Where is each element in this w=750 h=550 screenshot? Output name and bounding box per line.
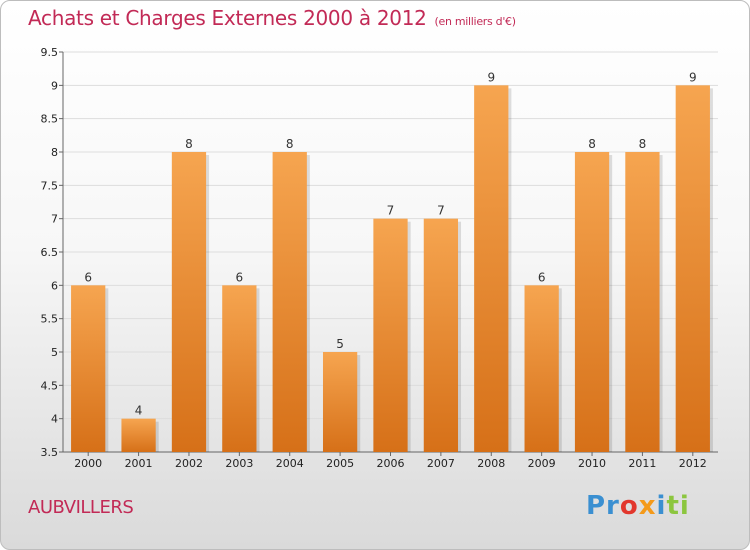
x-tick-label: 2005 <box>326 457 354 470</box>
bar <box>675 85 710 452</box>
bar <box>625 152 660 452</box>
data-label: 6 <box>538 270 546 284</box>
y-tick-label: 9.5 <box>41 46 59 59</box>
y-tick-label: 8 <box>51 146 58 159</box>
data-label: 8 <box>588 137 596 151</box>
x-tick-label: 2003 <box>225 457 253 470</box>
y-tick-label: 7.5 <box>41 179 59 192</box>
x-tick-label: 2012 <box>679 457 707 470</box>
x-tick-label: 2007 <box>427 457 455 470</box>
bar <box>423 218 459 452</box>
x-tick-label: 2001 <box>125 457 153 470</box>
bar <box>272 152 307 452</box>
data-label: 5 <box>336 337 344 351</box>
x-tick-label: 2000 <box>74 457 102 470</box>
town-name: AUBVILLERS <box>28 497 134 518</box>
data-label: 7 <box>387 204 395 218</box>
bar <box>373 218 408 452</box>
title-text: Achats et Charges Externes 2000 à 2012 <box>28 6 427 30</box>
y-tick-label: 6.5 <box>41 246 59 259</box>
y-tick-label: 4.5 <box>41 379 59 392</box>
logo-part: ti <box>666 491 690 521</box>
data-label: 6 <box>84 270 92 284</box>
y-tick-label: 6 <box>51 279 58 292</box>
data-label: 9 <box>487 70 495 84</box>
x-tick-label: 2006 <box>377 457 405 470</box>
bar <box>322 352 358 452</box>
chart-unit: (en milliers d'€) <box>434 15 516 28</box>
data-labels: 6 4 8 6 8 5 7 7 9 6 8 8 9 <box>84 70 696 417</box>
bar <box>71 285 106 452</box>
y-tick-label: 4 <box>51 413 58 426</box>
y-tick-label: 3.5 <box>41 446 59 459</box>
y-tick-label: 5 <box>51 346 58 359</box>
bar <box>524 285 559 452</box>
x-tick-label: 2009 <box>528 457 556 470</box>
data-label: 8 <box>639 137 647 151</box>
logo-part: o <box>619 491 639 521</box>
data-label: 6 <box>236 270 244 284</box>
y-tick-label: 8.5 <box>41 113 59 126</box>
data-label: 9 <box>689 70 697 84</box>
y-tick-label: 9 <box>51 79 58 92</box>
bar <box>121 418 156 452</box>
logo-part: Pr <box>586 491 620 521</box>
x-tick-label: 2011 <box>628 457 656 470</box>
x-tick-label: 2002 <box>175 457 203 470</box>
data-label: 8 <box>185 137 193 151</box>
logo-part: i <box>656 491 667 521</box>
y-tick-label: 5.5 <box>41 313 59 326</box>
x-tick-label: 2004 <box>276 457 304 470</box>
chart-title: Achats et Charges Externes 2000 à 2012 (e… <box>28 6 516 30</box>
logo-part: x <box>638 491 657 521</box>
data-label: 4 <box>135 404 143 418</box>
data-label: 8 <box>286 137 294 151</box>
bars <box>71 85 713 452</box>
bar <box>474 85 509 452</box>
bar <box>171 152 207 452</box>
data-label: 7 <box>437 204 445 218</box>
y-tick-label: 7 <box>51 213 58 226</box>
proxiti-logo[interactable]: Proxiti <box>586 491 690 521</box>
x-tick-label: 2008 <box>477 457 505 470</box>
x-tick-label: 2010 <box>578 457 606 470</box>
bar <box>574 152 610 452</box>
bar <box>222 285 257 452</box>
